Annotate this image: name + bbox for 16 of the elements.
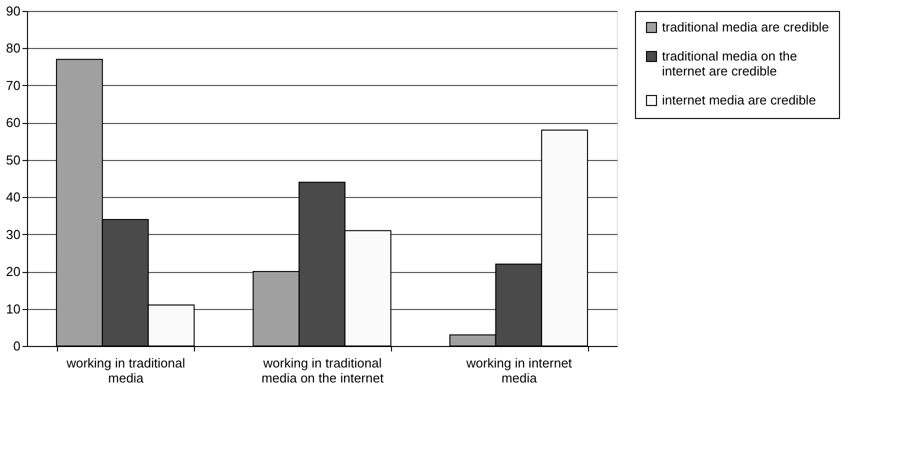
y-tick-label: 50 bbox=[6, 152, 20, 168]
x-tick-label: working in internet media bbox=[465, 356, 572, 386]
y-tick-label: 10 bbox=[6, 301, 20, 316]
x-tick-label: working in traditional media bbox=[66, 356, 186, 386]
y-tick-label: 40 bbox=[6, 190, 20, 205]
legend-label: traditional media are credible bbox=[662, 20, 829, 34]
x-tick-label: working in traditional media on the internet bbox=[261, 356, 384, 386]
legend-label: internet media are credible bbox=[662, 92, 816, 108]
y-tick-label: 70 bbox=[6, 78, 20, 93]
y-tick-label: 0 bbox=[13, 338, 20, 354]
legend-label: traditional media on the internet are credible bbox=[662, 48, 798, 78]
y-tick-label: 80 bbox=[6, 40, 20, 56]
y-tick-label: 30 bbox=[6, 226, 20, 242]
y-tick-label: 20 bbox=[6, 264, 20, 280]
y-tick-label: 90 bbox=[6, 4, 20, 18]
y-tick-label: 60 bbox=[6, 115, 20, 130]
